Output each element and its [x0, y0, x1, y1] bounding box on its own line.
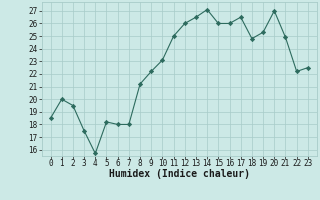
- X-axis label: Humidex (Indice chaleur): Humidex (Indice chaleur): [109, 169, 250, 179]
